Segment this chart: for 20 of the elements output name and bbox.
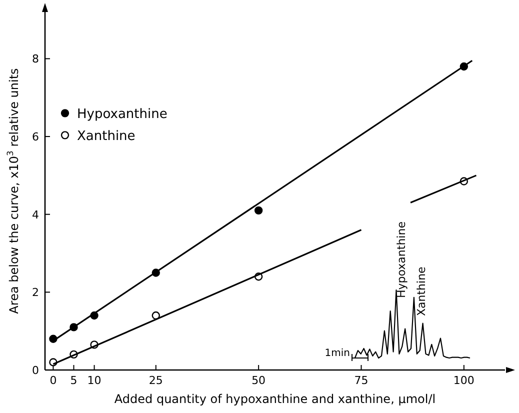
y-tick-label: 4 [32,208,39,222]
annotation: Xanthine [415,266,428,316]
x-tick-label: 100 [453,374,474,387]
annotation: 1min [324,348,350,359]
x-tick-label: 75 [354,374,368,387]
y-tick-label: 8 [32,52,39,66]
x-tick-label: 10 [87,374,102,387]
x-tick-label: 50 [252,374,266,387]
y-tick-label: 0 [32,364,39,377]
x-tick-label: 5 [70,374,78,387]
y-tick-label: 2 [32,286,39,300]
point [152,311,160,320]
x-axis-title: Added quantity of hypoxanthine and xanthine, μmol/l [114,392,436,406]
x-tick-label: 0 [50,374,57,387]
annotation: Hypoxanthine [395,221,408,298]
x-tick-label: 25 [148,374,163,387]
legend-label: Hypoxanthine [77,107,168,122]
point [254,206,263,215]
y-tick-label: 6 [32,130,39,144]
legend-label: Xanthine [77,129,136,144]
